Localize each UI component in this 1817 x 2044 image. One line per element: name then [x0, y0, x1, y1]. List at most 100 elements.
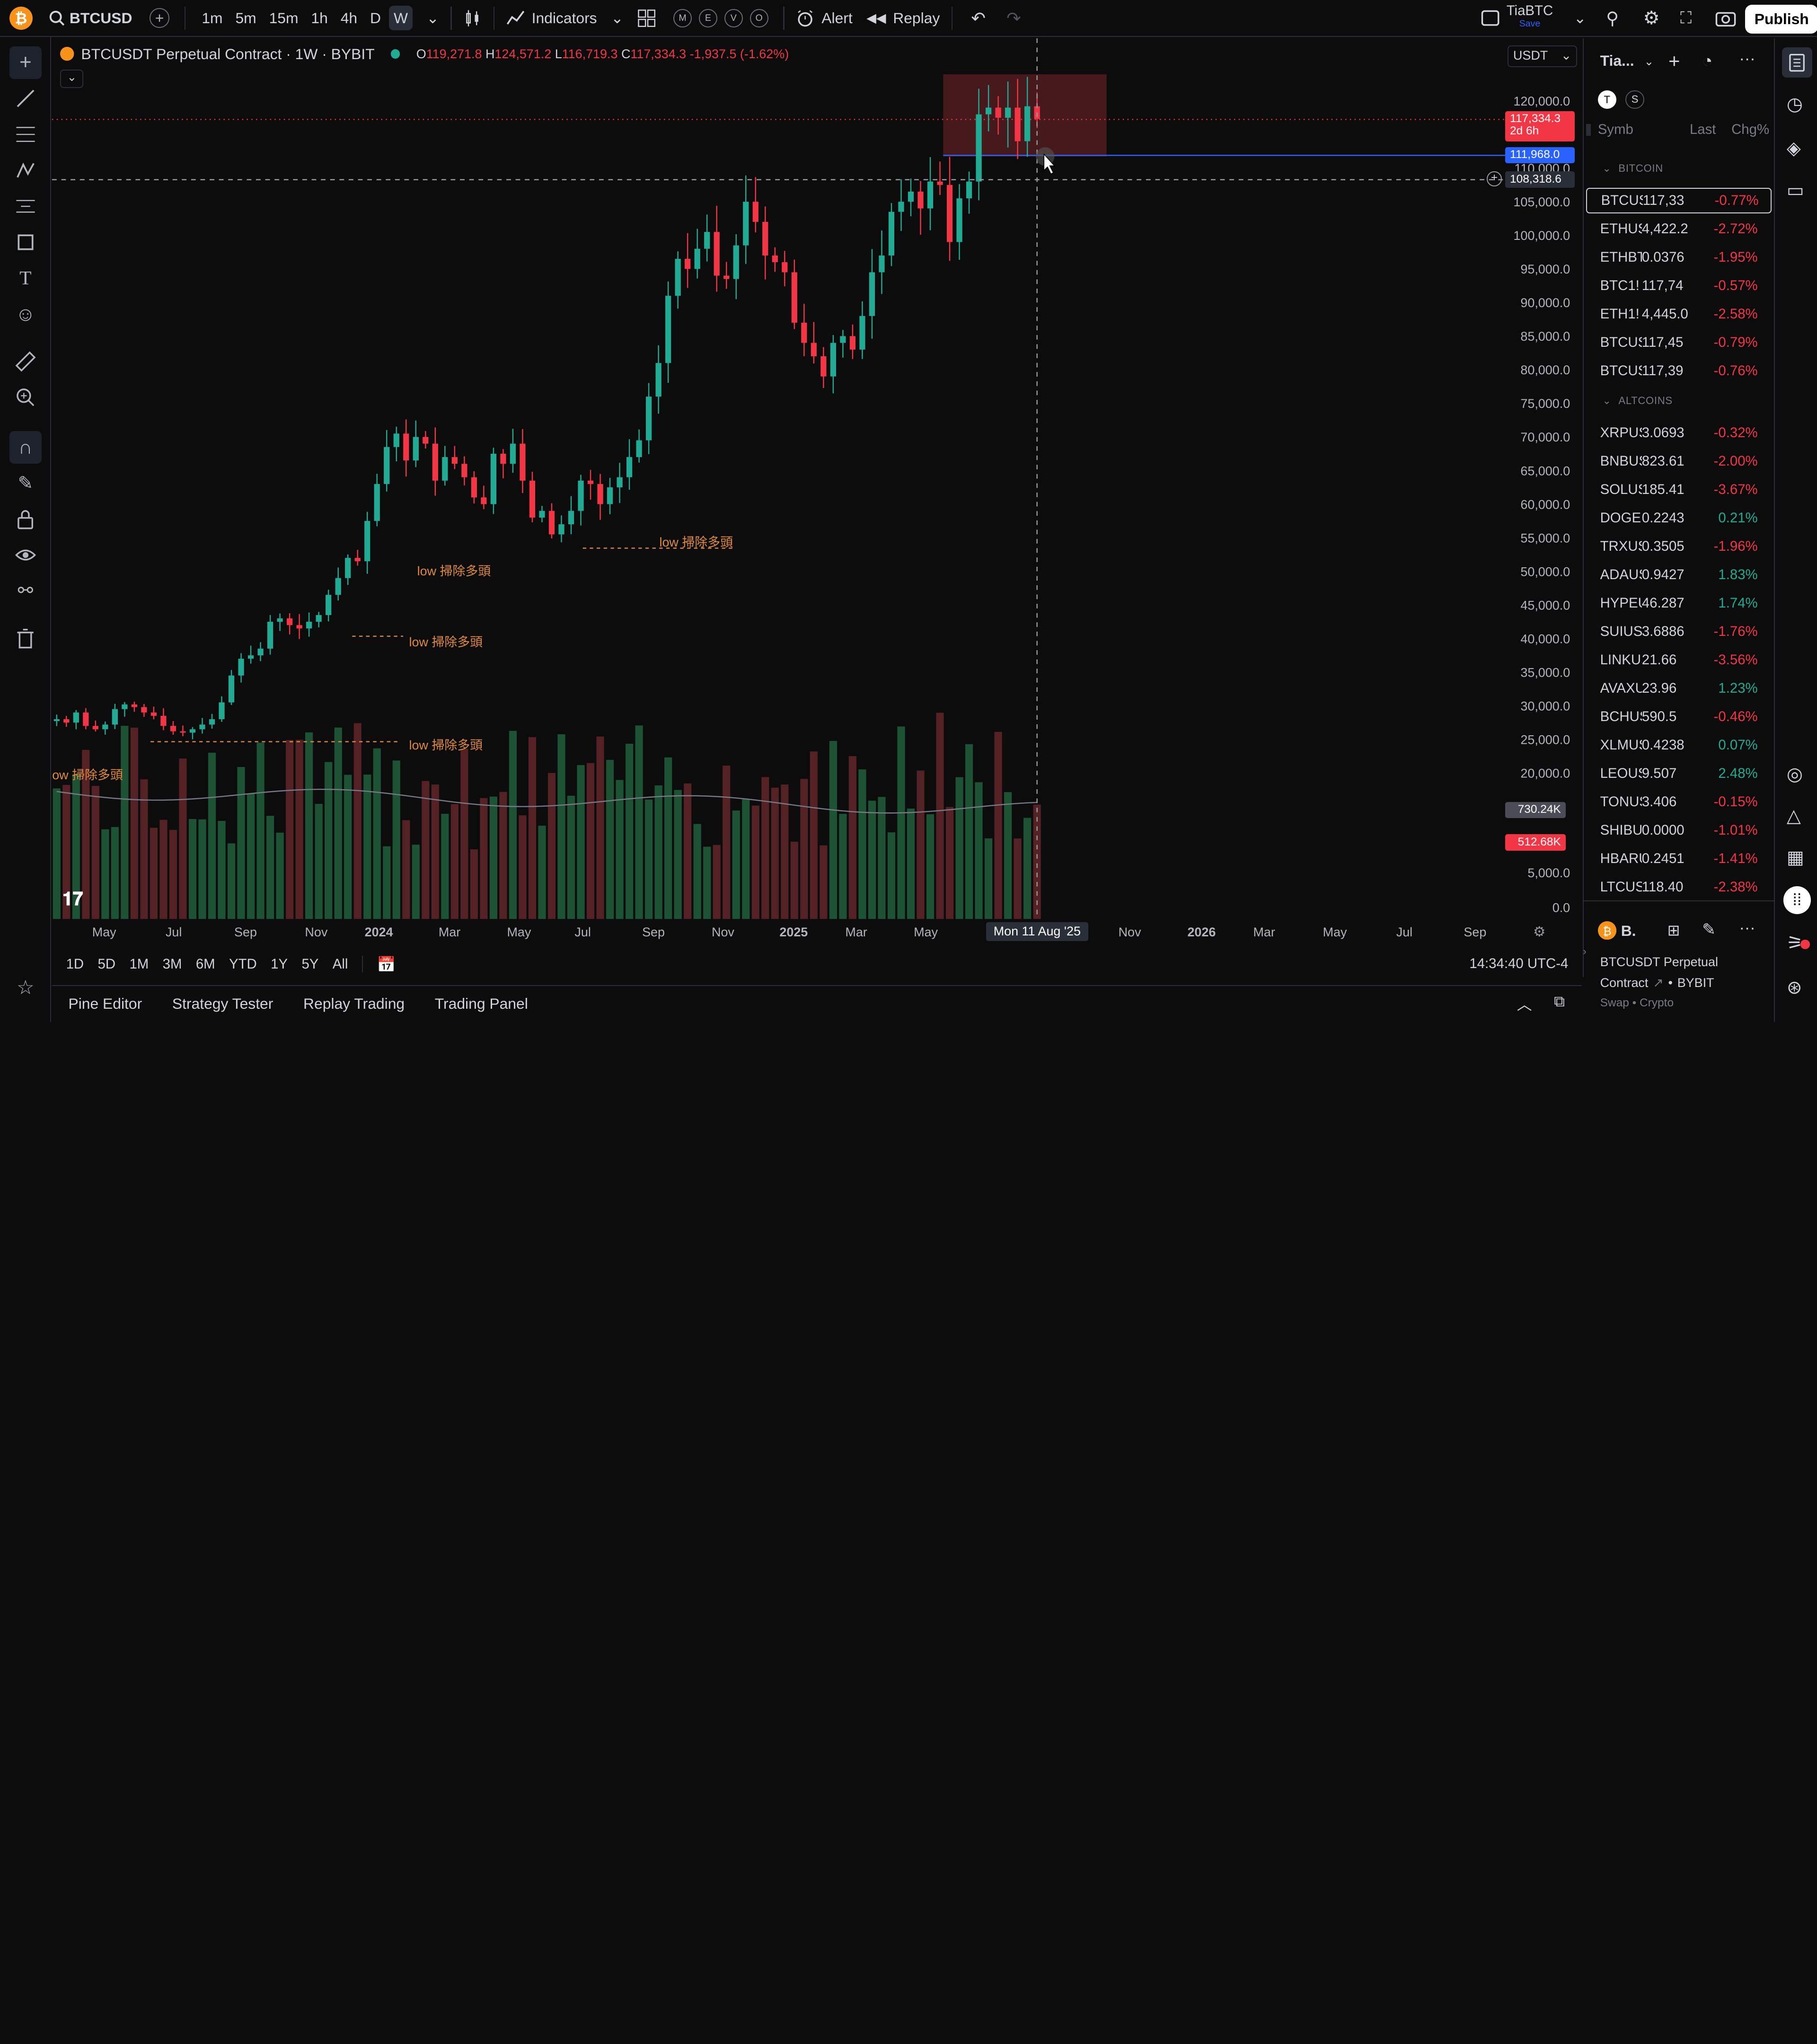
tab-replay-trading[interactable]: Replay Trading	[303, 995, 405, 1013]
external-link-icon[interactable]: ↗	[1653, 976, 1664, 990]
watchlist-row[interactable]: BTCUSD117,39 -0.76%	[1586, 358, 1772, 384]
trend-line-tool[interactable]	[9, 82, 42, 115]
tab-strategy-tester[interactable]: Strategy Tester	[172, 995, 273, 1013]
more-options-icon[interactable]: ···	[1739, 50, 1755, 68]
apps-grid-icon[interactable]: ⁞⁞	[1783, 886, 1811, 915]
watchlist-row[interactable]: XRPUSD3.0693 -0.32%	[1586, 420, 1772, 446]
watchlist-row[interactable]: SUIUSD3.6886 -1.76%	[1586, 619, 1772, 644]
target-icon[interactable]: ◎	[1786, 764, 1803, 784]
visibility-tool[interactable]	[9, 539, 42, 572]
chevron-down-icon[interactable]: ⌄	[1644, 55, 1654, 69]
timeframe-1m-button[interactable]: 1m	[202, 9, 223, 26]
watchlist-row[interactable]: TRXUSD0.3505 -1.96%	[1586, 534, 1772, 559]
watchlist-row[interactable]: ADAUSD0.9427 1.83%	[1586, 562, 1772, 588]
watchlist-row[interactable]: ETHBTC0.0376 -1.95%	[1586, 245, 1772, 270]
collapse-panel-chevron-up-icon[interactable]: ︿	[1517, 996, 1532, 1013]
add-alert-plus-icon[interactable]: +	[1487, 171, 1502, 187]
range-ytd-button[interactable]: YTD	[229, 956, 257, 972]
watchlist-toggle[interactable]	[1782, 47, 1812, 78]
watchlist-row[interactable]: BCHUSD590.5 -0.46%	[1586, 704, 1772, 730]
goto-date-calendar-icon[interactable]: 📅	[377, 955, 396, 973]
watchlist-row[interactable]: HYPEUSD46.287 1.74%	[1586, 590, 1772, 616]
col-symbol[interactable]: Symb	[1597, 122, 1633, 138]
settings-button[interactable]: ⚙	[1636, 0, 1667, 36]
range-1m-button[interactable]: 1M	[129, 956, 149, 972]
magnet-tool[interactable]: ∩	[9, 431, 42, 464]
undo-button[interactable]: ↶	[957, 0, 1000, 36]
details-symbol[interactable]: B.	[1621, 922, 1636, 940]
quick-indicator-m-button[interactable]: M	[673, 9, 692, 27]
watchlist-row[interactable]: LINKUSD21.66 -3.56%	[1586, 647, 1772, 673]
range-6m-button[interactable]: 6M	[195, 956, 215, 972]
timeframe-dropdown[interactable]: ⌄	[419, 0, 446, 36]
draw-mode-tool[interactable]: ✎	[9, 467, 42, 500]
watchlist-row[interactable]: TONUSD3.406 -0.15%	[1586, 789, 1772, 815]
publish-button[interactable]: Publish	[1745, 4, 1817, 34]
range-5d-button[interactable]: 5D	[97, 956, 116, 972]
market-status-dot[interactable]	[390, 49, 400, 59]
col-change[interactable]: Chg%	[1731, 122, 1770, 138]
watchlist-row[interactable]: BNBUSD823.61 -2.00%	[1586, 449, 1772, 474]
more-options-icon[interactable]: ···	[1739, 919, 1755, 937]
range-3m-button[interactable]: 3M	[162, 956, 182, 972]
maximize-panel-icon[interactable]: ⧉	[1554, 993, 1565, 1010]
favorites-tool[interactable]: ☆	[9, 971, 42, 1004]
watchlist-row[interactable]: ETHUSD4,422.2 -2.72%	[1586, 216, 1772, 242]
layout-toggle-button[interactable]	[1474, 0, 1507, 36]
zoom-tool[interactable]	[9, 381, 42, 414]
quick-indicator-v-button[interactable]: V	[724, 9, 743, 27]
tag-t-icon[interactable]: T	[1597, 90, 1616, 109]
time-axis-settings-gear-icon[interactable]: ⚙	[1533, 924, 1546, 940]
indicators-dropdown[interactable]: ⌄	[604, 0, 630, 36]
timeframe-w-button[interactable]: W	[389, 6, 413, 31]
chart-title[interactable]: BTCUSDT Perpetual Contract · 1W · BYBIT	[81, 45, 375, 62]
range-5y-button[interactable]: 5Y	[301, 956, 319, 972]
symbol-search[interactable]: BTCUSD	[42, 0, 139, 36]
range-all-button[interactable]: All	[332, 956, 348, 972]
pattern-tool[interactable]	[9, 154, 42, 187]
layout-name-button[interactable]: TiaBTC Save	[1507, 4, 1553, 30]
advanced-view-icon[interactable]: ◔	[1702, 51, 1713, 70]
watchlist-row[interactable]: SHIBUSD0.0000 -1.01%	[1586, 818, 1772, 843]
replay-button[interactable]: ◀◀ Replay	[859, 0, 947, 36]
watchlist-title[interactable]: Tia...	[1600, 52, 1634, 70]
crosshair-tool[interactable]: +	[9, 46, 42, 79]
watchlist-row[interactable]: XLMUSD0.4238 0.07%	[1586, 732, 1772, 758]
timeframe-4h-button[interactable]: 4h	[340, 9, 358, 26]
watchlist-group-header[interactable]: ⌄ BITCOIN	[1602, 162, 1663, 174]
watchlist-row[interactable]: DOGEUSD0.2243 0.21%	[1586, 505, 1772, 531]
price-chart[interactable]: May Jul Sep Nov 2024 Mar May Jul Sep Nov 2025 Mar Ma…	[52, 38, 1582, 977]
watchlist-row[interactable]: AVAXUSD23.96 1.23%	[1586, 676, 1772, 701]
annotation-label[interactable]: low 掃除多頭	[659, 535, 733, 550]
quick-indicator-e-button[interactable]: E	[698, 9, 717, 27]
chat-icon[interactable]: ▭	[1786, 180, 1804, 201]
quick-search-button[interactable]: ⚲	[1599, 0, 1626, 36]
shape-tool[interactable]	[9, 226, 42, 259]
fullscreen-button[interactable]: ⛶	[1673, 0, 1698, 36]
forecast-tool[interactable]	[9, 190, 42, 223]
tab-pine-editor[interactable]: Pine Editor	[68, 995, 142, 1013]
clock-timezone[interactable]: 14:34:40 UTC-4	[1469, 956, 1569, 972]
help-icon[interactable]: ⊛	[1786, 977, 1802, 998]
watchlist-row[interactable]: SOLUSD185.41 -3.67%	[1586, 477, 1772, 502]
chart-type-button[interactable]	[457, 0, 489, 36]
text-tool[interactable]: T	[9, 262, 42, 294]
tag-s-icon[interactable]: S	[1625, 90, 1644, 109]
edit-icon[interactable]: ✎	[1702, 920, 1716, 939]
layers-icon[interactable]: ◈	[1786, 138, 1801, 159]
compare-button[interactable]: +	[139, 0, 180, 36]
legend-collapse-button[interactable]: ⌄	[60, 69, 84, 88]
ideas-icon[interactable]: △	[1786, 806, 1801, 827]
timeframe-1h-button[interactable]: 1h	[311, 9, 328, 26]
lock-tool[interactable]	[9, 503, 42, 536]
alerts-clock-icon[interactable]: ◷	[1786, 94, 1803, 115]
timeframe-5m-button[interactable]: 5m	[235, 9, 256, 26]
snapshot-button[interactable]	[1708, 0, 1743, 36]
emoji-tool[interactable]: ☺	[9, 298, 42, 330]
grid-icon[interactable]: ⊞	[1667, 921, 1680, 939]
watchlist-row[interactable]: BTCUSD117,45 -0.79%	[1586, 330, 1772, 355]
add-symbol-plus-icon[interactable]: +	[1668, 50, 1680, 72]
calendar-icon[interactable]: ▦	[1786, 847, 1804, 868]
annotation-label[interactable]: low 掃除多頭	[409, 738, 483, 752]
tab-trading-panel[interactable]: Trading Panel	[434, 995, 528, 1013]
